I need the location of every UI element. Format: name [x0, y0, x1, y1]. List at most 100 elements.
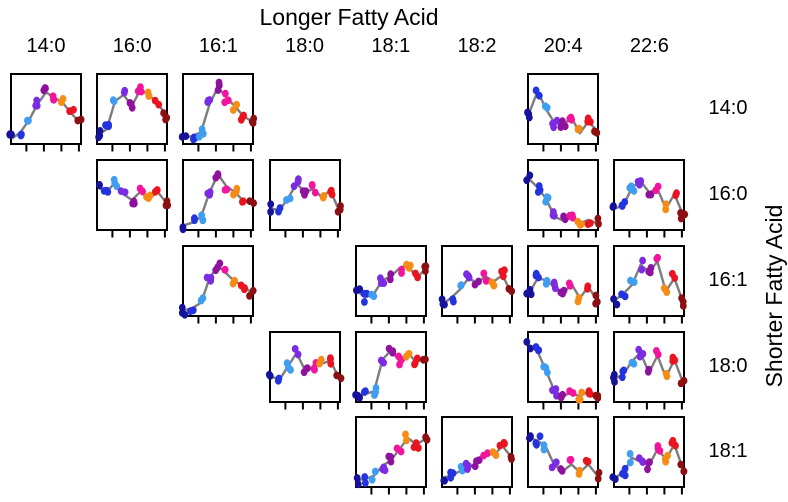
data-point	[274, 376, 282, 385]
panel-border	[527, 245, 600, 317]
data-point	[181, 310, 189, 319]
data-point	[25, 116, 32, 125]
data-point	[594, 474, 602, 483]
data-point	[567, 113, 575, 122]
subplot-16-1-x-18-2	[438, 245, 516, 324]
data-point	[326, 359, 334, 368]
data-point	[619, 469, 627, 478]
data-point	[371, 467, 379, 476]
subplot-14-0-x-14-0	[6, 73, 85, 152]
subplot-16-0-x-22-6	[609, 159, 689, 238]
data-point	[542, 197, 550, 206]
data-point	[215, 86, 222, 94]
data-point	[653, 254, 661, 263]
data-point	[627, 458, 635, 467]
data-point	[410, 443, 418, 451]
data-point	[352, 286, 360, 295]
panel-border	[354, 416, 427, 488]
data-point	[361, 473, 368, 481]
data-point	[96, 131, 104, 140]
data-point	[370, 391, 378, 399]
panel-border	[96, 73, 169, 145]
data-point	[155, 100, 163, 109]
data-point	[677, 209, 685, 217]
data-point	[230, 279, 237, 288]
data-point	[355, 393, 363, 402]
data-point	[162, 201, 170, 210]
data-point	[594, 298, 601, 306]
data-point	[557, 393, 565, 402]
data-point	[377, 279, 385, 287]
data-point	[96, 181, 104, 189]
data-point	[405, 350, 413, 358]
subplot-16-1-x-20-4	[523, 245, 601, 324]
subplot-18-1-x-20-4	[526, 416, 603, 495]
data-point	[587, 390, 594, 398]
data-point	[505, 285, 513, 293]
data-point	[401, 430, 409, 439]
data-point	[619, 367, 627, 376]
data-point	[533, 269, 540, 278]
data-point	[578, 388, 586, 397]
panel-border	[613, 159, 686, 231]
data-point	[225, 96, 233, 105]
data-point	[662, 205, 670, 214]
data-point	[680, 376, 688, 385]
data-point	[557, 288, 565, 297]
data-point	[70, 105, 77, 114]
data-point	[131, 199, 138, 208]
row-label-14-0: 14:0	[708, 97, 748, 119]
data-point	[58, 98, 65, 106]
data-point	[618, 290, 626, 299]
data-point	[284, 363, 292, 372]
data-point	[594, 394, 602, 402]
data-point	[611, 370, 619, 379]
data-point	[286, 194, 294, 203]
data-point	[552, 385, 560, 393]
panel-border	[527, 416, 600, 488]
data-point	[587, 219, 594, 227]
data-point	[501, 266, 508, 275]
data-point	[644, 465, 652, 474]
data-point	[639, 457, 647, 466]
panel-border	[613, 416, 686, 488]
data-point	[480, 269, 488, 278]
data-point	[294, 350, 302, 359]
data-point	[439, 300, 447, 308]
data-point	[610, 202, 618, 210]
subplot-14-0-x-16-0	[95, 73, 171, 152]
data-point	[40, 86, 48, 95]
data-point	[370, 292, 377, 301]
data-point	[406, 261, 414, 270]
data-point	[361, 387, 369, 395]
data-point	[332, 371, 340, 380]
data-point	[544, 368, 551, 377]
panel-border	[182, 245, 255, 317]
data-point	[128, 103, 136, 112]
data-point	[265, 370, 273, 379]
subplot-18-1-x-18-1	[353, 416, 431, 495]
col-label-16-1: 16:1	[198, 35, 238, 57]
data-point	[680, 467, 688, 476]
data-point	[110, 96, 117, 105]
subplot-18-1-x-18-2	[440, 416, 515, 495]
data-point	[549, 119, 557, 128]
data-point	[548, 463, 556, 472]
panel-border	[441, 416, 513, 488]
data-point	[542, 102, 549, 111]
data-point	[204, 189, 212, 198]
data-point	[397, 269, 405, 277]
data-point	[152, 187, 159, 196]
data-point	[18, 130, 25, 139]
data-point	[198, 211, 206, 220]
data-point	[638, 265, 646, 274]
data-point	[619, 202, 627, 210]
data-point	[611, 378, 619, 386]
data-point	[584, 457, 591, 466]
subplot-16-0-x-20-4	[523, 159, 603, 238]
data-point	[413, 273, 421, 282]
data-point	[308, 181, 316, 190]
panel-border	[182, 73, 255, 145]
data-point	[6, 130, 14, 139]
